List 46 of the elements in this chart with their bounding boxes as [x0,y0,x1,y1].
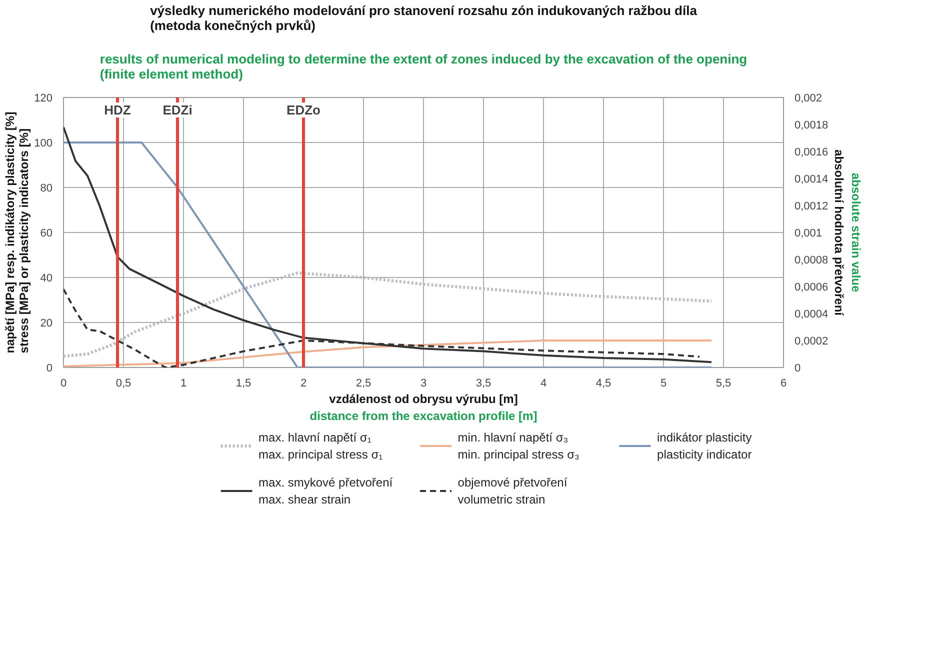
y-axis-title: napětí [MPa] resp. indikátory plasticity [%] stress [MPa] or plasticity indicators [%] [3,112,31,354]
x-tick-label: 6 [780,378,787,390]
y2-tick-label: 0,002 [794,92,822,104]
x-tick-label: 5,5 [716,378,732,390]
x-tick-label: 1,5 [236,378,252,390]
legend-label: indikátor plasticity plasticity indicator [657,430,752,462]
y2-tick-label: 0,0014 [794,174,828,186]
chart-subtitle: results of numerical modeling to determine the extent of zones induced by the excavation of the opening (finite element method) [100,52,748,82]
legend-label: max. smykové přetvoření max. shear strain [258,476,394,506]
legend-label: objemové přetvoření volumetric strain [458,476,568,506]
y-tick-label: 60 [40,228,53,240]
x-tick-label: 0,5 [116,378,132,390]
x-tick-label: 4,5 [596,378,612,390]
y-tick-label: 0 [46,362,53,374]
y-tick-label: 20 [40,318,53,330]
x-tick-label: 1 [180,378,187,390]
x-tick-label: 3,5 [476,378,492,390]
y-tick-label: 40 [40,272,53,284]
y-tick-label: 100 [34,138,53,150]
y2-tick-label: 0 [794,362,801,374]
x-tick-label: 4 [540,378,547,390]
line-series [64,272,713,358]
y2-tick-label: 0,0018 [794,120,828,132]
y2-axis-title: absolutní hodnota přetvoření absolute strain value [832,150,863,316]
x-tick-label: 5 [660,378,667,390]
y-tick-label: 120 [34,92,53,104]
y-tick-label: 80 [40,182,53,194]
y2-tick-label: 0,0002 [794,336,828,348]
x-tick-label: 0 [60,378,67,390]
legend-label: min. hlavní napětí σ₃ min. principal stress σ₃ [458,430,580,462]
y2-tick-label: 0,0008 [794,254,828,266]
x-axis-title: vzdálenost od obrysu výrubu [m] distance from the excavation profile [m] [310,392,538,423]
y2-tick-label: 0,0012 [794,200,828,212]
x-tick-label: 3 [420,378,427,390]
ref-line-label: EDZi [162,102,192,118]
x-tick-label: 2 [300,378,307,390]
ref-line-label: EDZo [286,102,321,118]
x-tick-label: 2,5 [356,378,372,390]
y2-tick-label: 0,001 [794,228,822,240]
y2-tick-label: 0,0004 [794,308,828,320]
ref-line-label: HDZ [104,102,131,118]
chart-title: výsledky numerického modelování pro stanovení rozsahu zón indukovaných ražbou díla (metoda konečných prvků) [150,3,698,33]
line-series [64,340,712,368]
y2-tick-label: 0,0006 [794,282,828,294]
y2-tick-label: 0,0016 [794,146,828,158]
legend-label: max. hlavní napětí σ₁ max. principal stress σ₁ [258,430,383,462]
